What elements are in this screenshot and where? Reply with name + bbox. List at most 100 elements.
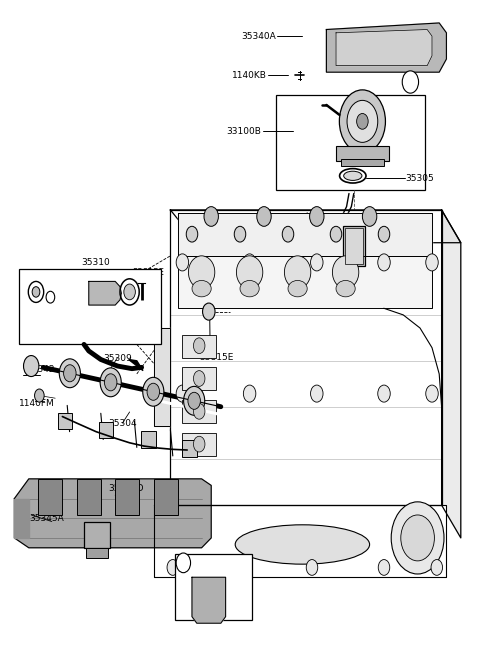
Text: 1140KB: 1140KB (231, 71, 266, 80)
Circle shape (100, 368, 121, 397)
Circle shape (234, 226, 246, 242)
Polygon shape (170, 210, 442, 505)
Bar (341, 159, 384, 166)
Circle shape (426, 385, 438, 402)
Circle shape (193, 436, 205, 452)
Circle shape (186, 226, 198, 242)
Text: 33815E: 33815E (199, 353, 234, 362)
Circle shape (147, 383, 159, 400)
Circle shape (310, 207, 324, 226)
Circle shape (204, 207, 218, 226)
Circle shape (176, 553, 191, 573)
Circle shape (431, 560, 443, 575)
Text: 33815E: 33815E (132, 268, 164, 277)
Ellipse shape (332, 256, 359, 289)
Polygon shape (326, 23, 446, 72)
Circle shape (176, 254, 189, 271)
Circle shape (193, 403, 205, 419)
Text: 35341D: 35341D (108, 484, 144, 493)
Text: 35340A: 35340A (241, 31, 276, 41)
Bar (178, 256, 432, 308)
Circle shape (378, 226, 390, 242)
Ellipse shape (336, 281, 355, 297)
Bar (77, 479, 101, 515)
Text: 33100B: 33100B (227, 127, 262, 136)
Text: a: a (408, 77, 413, 87)
Circle shape (401, 515, 434, 561)
Circle shape (402, 71, 419, 93)
Bar (99, 422, 113, 438)
Circle shape (24, 356, 39, 377)
Polygon shape (89, 281, 121, 305)
Bar (345, 228, 363, 264)
Text: 1140FY: 1140FY (382, 255, 415, 264)
Polygon shape (14, 499, 29, 538)
Text: a: a (181, 558, 186, 567)
Circle shape (59, 359, 80, 388)
Bar (182, 400, 216, 423)
Ellipse shape (284, 256, 311, 289)
Ellipse shape (192, 281, 211, 297)
Circle shape (347, 100, 378, 142)
Circle shape (193, 371, 205, 386)
Polygon shape (442, 210, 461, 538)
Bar (182, 440, 196, 457)
Ellipse shape (240, 281, 259, 297)
Circle shape (311, 254, 323, 271)
Circle shape (330, 226, 342, 242)
Polygon shape (336, 30, 432, 66)
Circle shape (378, 385, 390, 402)
Bar (336, 146, 389, 161)
Bar (343, 226, 365, 266)
Ellipse shape (235, 525, 370, 564)
Ellipse shape (237, 256, 263, 289)
Circle shape (120, 279, 139, 305)
Polygon shape (170, 210, 461, 243)
Circle shape (105, 374, 117, 391)
Bar (19, 269, 161, 344)
Ellipse shape (344, 171, 362, 180)
Text: 35342: 35342 (26, 365, 55, 374)
Circle shape (257, 207, 271, 226)
Text: 35312J: 35312J (43, 317, 72, 326)
Bar (84, 522, 110, 548)
Circle shape (46, 291, 55, 303)
Polygon shape (178, 213, 432, 256)
Circle shape (167, 560, 179, 575)
Circle shape (362, 207, 377, 226)
Circle shape (391, 502, 444, 574)
Circle shape (63, 365, 76, 382)
Circle shape (234, 560, 246, 575)
Ellipse shape (188, 256, 215, 289)
Text: 35312: 35312 (43, 276, 70, 285)
Bar (182, 335, 216, 358)
Bar (276, 95, 425, 190)
Circle shape (339, 90, 385, 153)
Circle shape (357, 113, 368, 129)
Circle shape (188, 392, 201, 409)
Circle shape (28, 281, 44, 302)
Circle shape (282, 226, 294, 242)
Bar (175, 554, 252, 620)
Circle shape (243, 254, 256, 271)
Bar (154, 479, 178, 515)
Bar (86, 548, 108, 558)
Polygon shape (129, 359, 143, 371)
Bar (182, 367, 216, 390)
Text: 1140FM: 1140FM (19, 399, 55, 408)
Bar (182, 433, 216, 456)
Ellipse shape (340, 169, 366, 183)
Polygon shape (154, 505, 446, 577)
Text: 35325D: 35325D (382, 232, 417, 241)
Text: 35312H: 35312H (122, 317, 155, 326)
Bar (115, 479, 139, 515)
Text: 35309: 35309 (103, 354, 132, 363)
Polygon shape (192, 577, 226, 623)
Text: 35340: 35340 (218, 234, 247, 243)
Text: 35304: 35304 (108, 419, 137, 428)
Polygon shape (154, 328, 170, 426)
Circle shape (183, 386, 205, 415)
Text: 35345A: 35345A (29, 514, 63, 523)
Polygon shape (14, 479, 211, 548)
Circle shape (311, 385, 323, 402)
